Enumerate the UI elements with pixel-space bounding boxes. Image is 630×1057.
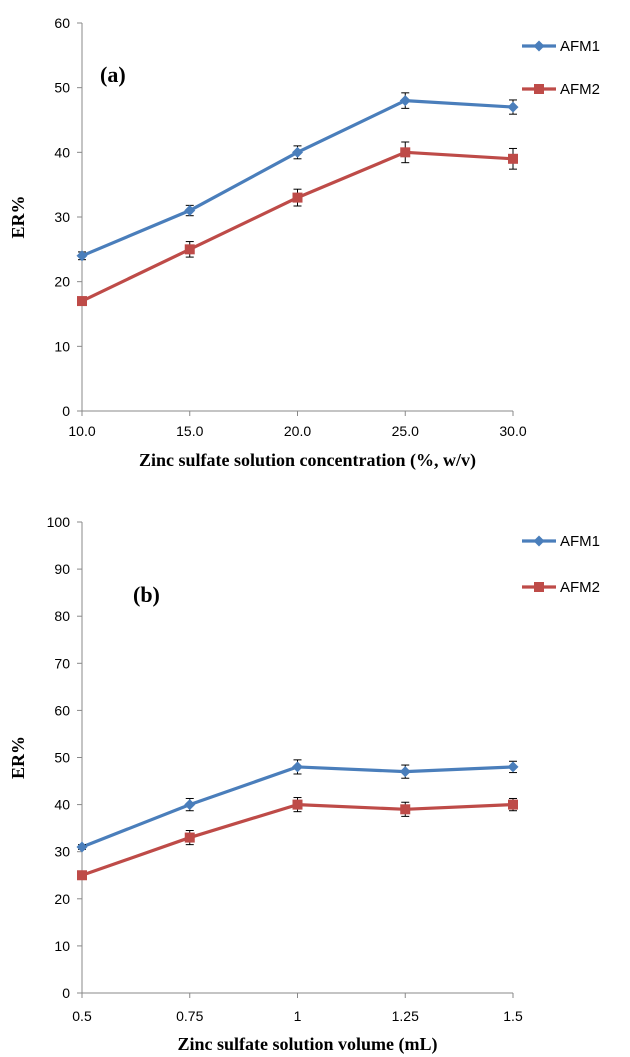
legend-label: AFM2 (560, 579, 600, 596)
data-point (184, 244, 195, 255)
legend-marker (533, 535, 545, 547)
y-tick-label: 0 (62, 403, 70, 419)
data-point (507, 761, 519, 773)
data-point (400, 804, 411, 815)
legend-marker (534, 84, 544, 94)
data-point (292, 192, 303, 203)
x-tick-label: 0.5 (72, 1008, 92, 1024)
x-tick-label: 30.0 (499, 423, 526, 439)
y-tick-label: 40 (54, 797, 70, 813)
x-tick-label: 1.25 (392, 1008, 419, 1024)
y-tick-label: 90 (54, 561, 70, 577)
panel-label: (b) (133, 582, 160, 607)
x-tick-label: 20.0 (284, 423, 311, 439)
data-point (76, 841, 88, 853)
y-axis-label: ER% (8, 195, 28, 238)
x-tick-label: 1.5 (503, 1008, 523, 1024)
y-tick-label: 50 (54, 80, 70, 96)
x-tick-label: 15.0 (176, 423, 203, 439)
y-tick-label: 10 (54, 938, 70, 954)
data-point (508, 153, 518, 164)
y-tick-label: 10 (54, 338, 70, 354)
data-point (399, 766, 411, 778)
data-point (292, 799, 303, 810)
legend-marker (534, 582, 544, 592)
panel-label: (a) (100, 62, 126, 87)
data-point (399, 95, 411, 107)
y-tick-label: 20 (54, 274, 70, 290)
legend-marker (533, 40, 545, 52)
chart-panel-a: 0 10 20 30 40 50 60 10.0 15.0 20.0 25.0 30.0 Zinc su… (8, 15, 600, 471)
y-tick-label: 30 (54, 209, 70, 225)
series-line (81, 802, 514, 877)
data-point (400, 147, 411, 158)
y-axis-label: ER% (8, 736, 28, 779)
y-tick-label: 70 (54, 655, 70, 671)
x-tick-label: 0.75 (176, 1008, 203, 1024)
series-afm1 (76, 92, 519, 262)
data-point (507, 101, 519, 113)
y-tick-label: 50 (54, 750, 70, 766)
data-point (508, 799, 518, 810)
y-tick-label: 30 (54, 844, 70, 860)
data-point (76, 250, 88, 262)
data-point (77, 870, 87, 881)
data-point (184, 832, 195, 843)
y-tick-label: 60 (54, 15, 70, 31)
x-tick-label: 10.0 (68, 423, 95, 439)
y-tick-label: 20 (54, 891, 70, 907)
x-axis-label: Zinc sulfate solution volume (mL) (177, 1034, 437, 1055)
legend-label: AFM2 (560, 81, 600, 98)
data-point (184, 799, 196, 811)
x-tick-label: 25.0 (392, 423, 419, 439)
legend-item-afm1: AFM1 (522, 38, 600, 55)
data-point (292, 146, 303, 158)
x-tick-label: 1 (294, 1008, 302, 1024)
data-point (77, 296, 87, 307)
legend-item-afm2: AFM2 (522, 579, 600, 596)
y-tick-label: 100 (47, 514, 71, 530)
series-afm1 (76, 759, 519, 853)
series-afm2 (77, 797, 518, 881)
y-tick-label: 60 (54, 702, 70, 718)
legend-item-afm1: AFM1 (522, 533, 600, 550)
y-tick-label: 40 (54, 144, 70, 160)
legend-label: AFM1 (560, 533, 600, 550)
y-tick-label: 80 (54, 608, 70, 624)
y-tick-label: 0 (62, 985, 70, 1001)
series-line (81, 98, 514, 258)
legend-item-afm2: AFM2 (522, 81, 600, 98)
data-point (184, 205, 196, 217)
x-axis-label: Zinc sulfate solution concentration (%, … (139, 450, 476, 471)
series-afm2 (77, 141, 518, 307)
data-point (292, 761, 303, 773)
series-line (81, 150, 514, 303)
legend-label: AFM1 (560, 38, 600, 55)
chart-panel-b: 0 10 20 30 40 50 60 70 80 90 100 0.5 0.75 1 1.25 1.5 Zin… (8, 514, 600, 1055)
